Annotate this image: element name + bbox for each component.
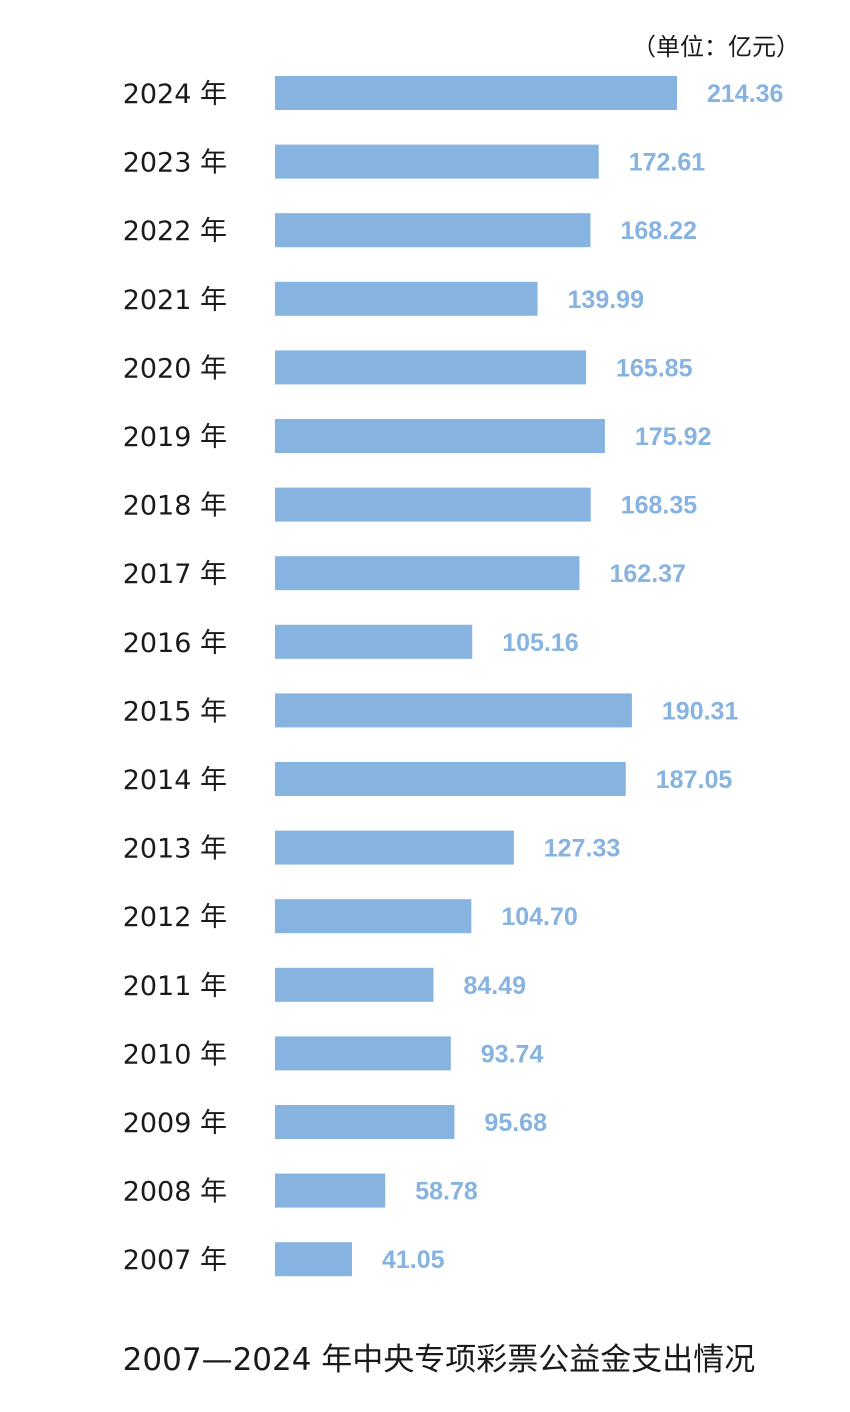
value-label: 172.61	[629, 149, 706, 177]
bar	[275, 1242, 352, 1277]
bar	[275, 487, 591, 522]
category-label: 2014 年	[123, 765, 227, 796]
value-label: 105.16	[502, 629, 578, 657]
value-label: 84.49	[463, 972, 526, 1000]
category-label: 2011 年	[123, 971, 227, 1002]
value-label: 168.22	[620, 217, 696, 245]
value-label: 41.05	[382, 1246, 445, 1274]
category-label: 2018 年	[123, 491, 227, 522]
value-label: 139.99	[568, 286, 644, 314]
bar	[275, 1173, 386, 1208]
value-label: 104.70	[501, 903, 577, 931]
value-label: 93.74	[481, 1040, 544, 1068]
value-label: 165.85	[616, 354, 693, 382]
category-label: 2024 年	[123, 79, 227, 110]
bar	[275, 419, 605, 453]
category-label: 2007 年	[123, 1245, 227, 1276]
value-label: 95.68	[484, 1109, 547, 1137]
value-label: 214.36	[707, 80, 783, 108]
bar	[275, 1105, 455, 1139]
category-label: 2020 年	[123, 353, 227, 384]
bar	[275, 1036, 451, 1071]
bar	[275, 762, 626, 796]
bar	[275, 624, 473, 659]
value-label: 168.35	[621, 492, 698, 520]
category-label: 2008 年	[123, 1177, 227, 1208]
bar	[275, 899, 472, 934]
category-label: 2021 年	[123, 285, 227, 316]
bar	[275, 213, 591, 248]
category-label: 2022 年	[123, 216, 227, 247]
bar	[275, 76, 677, 110]
bar	[275, 144, 599, 179]
chart-title: 2007—2024 年中央专项彩票公益金支出情况	[122, 1342, 756, 1378]
category-label: 2013 年	[123, 834, 227, 865]
value-label: 190.31	[662, 697, 739, 725]
value-label: 187.05	[656, 766, 733, 794]
category-label: 2023 年	[123, 148, 227, 179]
bar	[275, 281, 538, 316]
bar	[275, 693, 632, 728]
bar-chart: 2024 年 214.36 2023 年 172.61 2022 年 168.22 2021…	[123, 76, 783, 1277]
unit-label: （单位：亿元）	[632, 33, 800, 61]
category-label: 2012 年	[123, 902, 227, 933]
value-label: 162.37	[610, 560, 686, 588]
bar	[275, 967, 434, 1002]
category-label: 2016 年	[123, 628, 227, 659]
value-label: 175.92	[635, 423, 711, 451]
bar	[275, 556, 580, 591]
category-label: 2019 年	[123, 422, 227, 453]
value-label: 127.33	[544, 835, 620, 863]
category-label: 2009 年	[123, 1108, 227, 1139]
bar	[275, 350, 587, 385]
bar	[275, 830, 514, 865]
category-label: 2010 年	[123, 1039, 227, 1070]
category-label: 2015 年	[123, 696, 227, 727]
value-label: 58.78	[415, 1178, 478, 1206]
category-label: 2017 年	[123, 559, 227, 590]
